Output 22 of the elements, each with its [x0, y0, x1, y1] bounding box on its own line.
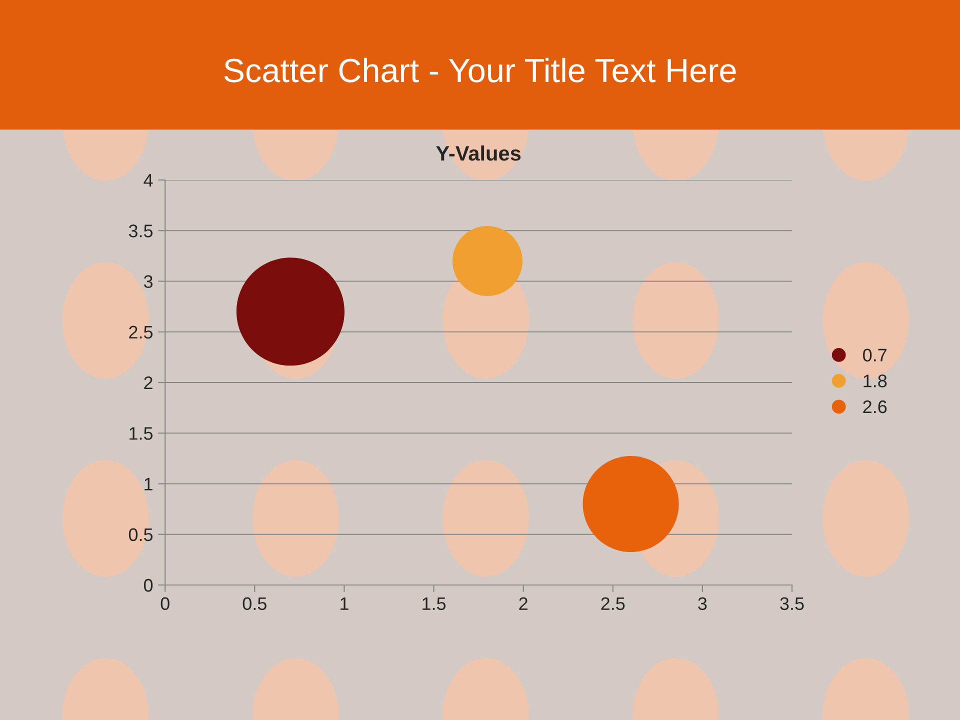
x-tick-label: 3.5	[780, 597, 804, 610]
y-tick-label: 1	[144, 478, 152, 490]
x-tick-label: 2	[519, 597, 528, 610]
y-tick-label: 0	[144, 578, 153, 592]
legend-label: 0.7	[863, 348, 887, 362]
x-tick-label: 1.5	[422, 597, 446, 610]
chart-title: Scatter Chart - Your Title Text Here	[224, 58, 736, 82]
legend-label: 1.8	[864, 374, 887, 388]
legend-label: 2.6	[863, 400, 887, 414]
y-tick-label: 1.5	[130, 427, 153, 440]
chart-subtitle: Y-Values	[436, 145, 521, 161]
x-tick-label: 1	[340, 597, 348, 610]
y-tick-label: 3.5	[128, 224, 153, 238]
x-tick-label: 2.5	[601, 597, 625, 610]
y-tick-label: 2.5	[129, 326, 153, 339]
x-tick-label: 3	[698, 597, 707, 610]
x-tick-label: 0.5	[242, 597, 266, 610]
y-tick-label: 0.5	[128, 528, 153, 542]
y-tick-label: 2	[144, 376, 152, 390]
y-tick-label: 4	[144, 174, 153, 187]
y-tick-label: 3	[144, 275, 153, 288]
x-tick-label: 0	[160, 597, 170, 610]
